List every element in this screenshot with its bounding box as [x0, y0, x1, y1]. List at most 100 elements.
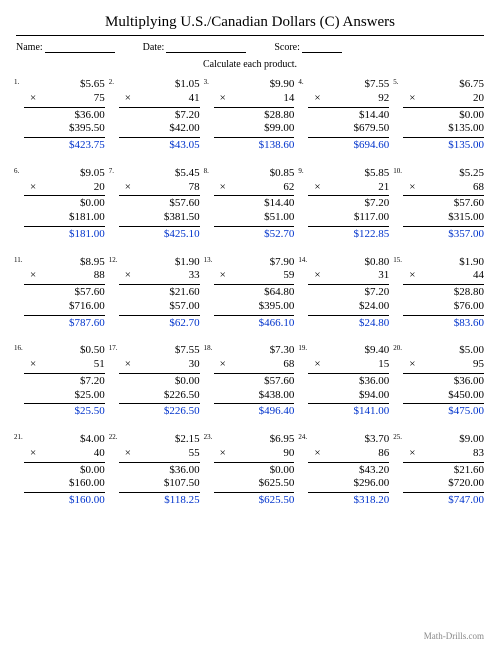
multiplicand: $9.05 — [24, 167, 105, 181]
multiplier: 41 — [189, 92, 200, 106]
times-icon: × — [403, 269, 415, 283]
multiplier: 20 — [473, 92, 484, 106]
rule-2 — [119, 315, 200, 316]
partial-2: $679.50 — [308, 122, 389, 136]
multiplier: 68 — [473, 181, 484, 195]
partial-2: $99.00 — [214, 122, 295, 136]
partial-1: $43.20 — [308, 464, 389, 478]
multiplier-row: ×20 — [24, 181, 105, 195]
rule-1 — [403, 373, 484, 374]
problem-7: 7.$5.45×78$57.60$381.50$425.10 — [111, 167, 200, 242]
problem-3: 3.$9.90×14$28.80$99.00$138.60 — [206, 78, 295, 153]
partial-1: $36.00 — [24, 109, 105, 123]
problem-20: 20.$5.00×95$36.00$450.00$475.00 — [395, 344, 484, 419]
rule-1 — [214, 284, 295, 285]
date-blank[interactable] — [166, 42, 246, 53]
partial-2: $107.50 — [119, 477, 200, 491]
problem-number: 6. — [14, 167, 19, 176]
rule-1 — [119, 195, 200, 196]
title-rule — [16, 35, 484, 36]
footer: Math-Drills.com — [424, 631, 484, 641]
multiplier: 40 — [94, 447, 105, 461]
answer: $625.50 — [214, 494, 295, 508]
multiplier: 75 — [94, 92, 105, 106]
problem-8: 8.$0.85×62$14.40$51.00$52.70 — [206, 167, 295, 242]
partial-2: $51.00 — [214, 211, 295, 225]
rule-2 — [24, 226, 105, 227]
rule-2 — [119, 492, 200, 493]
rule-1 — [214, 373, 295, 374]
times-icon: × — [308, 181, 320, 195]
partial-2: $94.00 — [308, 389, 389, 403]
multiplier-row: ×86 — [308, 447, 389, 461]
rule-2 — [214, 226, 295, 227]
rule-2 — [308, 226, 389, 227]
partial-2: $381.50 — [119, 211, 200, 225]
rule-1 — [24, 373, 105, 374]
rule-2 — [403, 226, 484, 227]
answer: $226.50 — [119, 405, 200, 419]
multiplier: 88 — [94, 269, 105, 283]
rule-2 — [403, 137, 484, 138]
times-icon: × — [308, 92, 320, 106]
multiplier: 33 — [189, 269, 200, 283]
partial-1: $0.00 — [24, 197, 105, 211]
rule-2 — [214, 315, 295, 316]
answer: $43.05 — [119, 139, 200, 153]
problem-grid: 1.$5.65×75$36.00$395.50$423.752.$1.05×41… — [16, 78, 484, 508]
rule-1 — [403, 462, 484, 463]
problem-number: 2. — [109, 78, 114, 87]
partial-1: $36.00 — [308, 375, 389, 389]
rule-1 — [119, 107, 200, 108]
multiplicand: $3.70 — [308, 433, 389, 447]
multiplier-row: ×41 — [119, 92, 200, 106]
rule-2 — [308, 492, 389, 493]
answer: $122.85 — [308, 228, 389, 242]
times-icon: × — [214, 269, 226, 283]
partial-2: $720.00 — [403, 477, 484, 491]
date-field: Date: — [119, 42, 247, 53]
answer: $25.50 — [24, 405, 105, 419]
multiplicand: $5.00 — [403, 344, 484, 358]
answer: $181.00 — [24, 228, 105, 242]
times-icon: × — [403, 181, 415, 195]
instruction: Calculate each product. — [16, 59, 484, 70]
partial-2: $395.50 — [24, 122, 105, 136]
multiplier-row: ×95 — [403, 358, 484, 372]
multiplier-row: ×75 — [24, 92, 105, 106]
multiplier-row: ×44 — [403, 269, 484, 283]
times-icon: × — [214, 447, 226, 461]
partial-2: $76.00 — [403, 300, 484, 314]
rule-1 — [308, 195, 389, 196]
score-blank[interactable] — [302, 42, 342, 53]
multiplier-row: ×40 — [24, 447, 105, 461]
date-label: Date: — [143, 42, 165, 53]
multiplicand: $7.30 — [214, 344, 295, 358]
partial-1: $0.00 — [214, 464, 295, 478]
rule-2 — [119, 403, 200, 404]
answer: $466.10 — [214, 317, 295, 331]
answer: $318.20 — [308, 494, 389, 508]
partial-1: $64.80 — [214, 286, 295, 300]
partial-1: $57.60 — [24, 286, 105, 300]
multiplicand: $7.55 — [308, 78, 389, 92]
rule-1 — [24, 195, 105, 196]
multiplier-row: ×62 — [214, 181, 295, 195]
problem-19: 19.$9.40×15$36.00$94.00$141.00 — [300, 344, 389, 419]
multiplier-row: × 68 — [403, 181, 484, 195]
rule-1 — [308, 373, 389, 374]
multiplicand: $0.50 — [24, 344, 105, 358]
answer: $423.75 — [24, 139, 105, 153]
problem-16: 16.$0.50×51$7.20$25.00$25.50 — [16, 344, 105, 419]
answer: $747.00 — [403, 494, 484, 508]
partial-2: $24.00 — [308, 300, 389, 314]
problem-number: 5. — [393, 78, 398, 87]
problem-number: 9. — [298, 167, 303, 176]
multiplier-row: ×88 — [24, 269, 105, 283]
problem-11: 11.$8.95×88$57.60$716.00$787.60 — [16, 256, 105, 331]
problem-number: 1. — [14, 78, 19, 87]
times-icon: × — [308, 447, 320, 461]
multiplier: 90 — [283, 447, 294, 461]
problem-9: 9.$5.85×21$7.20$117.00$122.85 — [300, 167, 389, 242]
name-blank[interactable] — [45, 42, 115, 53]
